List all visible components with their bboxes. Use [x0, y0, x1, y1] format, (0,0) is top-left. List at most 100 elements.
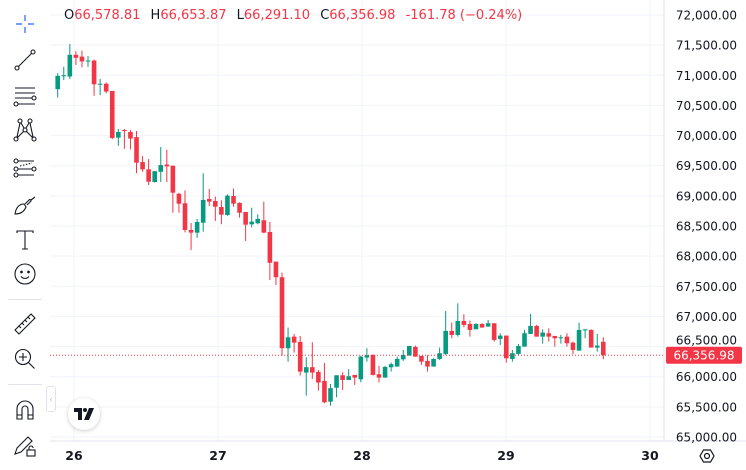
candle [358, 355, 364, 383]
candle-body [394, 358, 400, 367]
candle [497, 333, 503, 345]
candle [285, 327, 291, 362]
candle-body [188, 229, 194, 233]
candle [594, 333, 600, 352]
candle [491, 323, 497, 342]
candle [85, 55, 91, 67]
open-label: O [64, 8, 75, 23]
candle-body [237, 202, 242, 213]
candle [200, 173, 206, 232]
low-label: L [236, 8, 244, 23]
ohlc-legend: O66,578.81 H66,653.87 L66,291.10 C66,356… [64, 8, 528, 23]
candle-body [558, 337, 564, 339]
candle-body [516, 345, 521, 354]
candle-body [352, 374, 358, 378]
pattern-tool[interactable] [9, 115, 41, 145]
price-tick-label: 71,500.00 [676, 39, 737, 53]
candle-body [400, 354, 406, 360]
candle-body [67, 54, 73, 77]
candle [97, 78, 103, 96]
trend-line-tool[interactable] [9, 45, 41, 75]
price-axis[interactable]: 72,000.00 71,500.00 71,000.00 70,500.00 70,0… [676, 9, 737, 445]
candle [158, 147, 164, 182]
brush-tool[interactable] [9, 190, 41, 220]
candle-body [97, 83, 103, 85]
lock-drawings-icon [14, 436, 36, 457]
candle [146, 159, 151, 186]
magnet-tool[interactable] [9, 395, 41, 425]
candle-body [570, 342, 576, 350]
candle [407, 345, 412, 356]
text-tool[interactable] [9, 225, 41, 255]
candle [109, 90, 115, 140]
candle-body [316, 371, 321, 383]
candle [576, 322, 582, 351]
candle [570, 341, 576, 355]
candle [394, 356, 400, 367]
last-price-badge: 66,356.98 [666, 346, 742, 364]
candle-body [419, 355, 424, 362]
brush-icon [14, 196, 36, 215]
collapse-toolbar-button[interactable]: ‹ [46, 386, 56, 412]
candle [219, 200, 224, 225]
candle [103, 82, 109, 94]
projection-tool[interactable] [9, 154, 41, 184]
candle [303, 357, 309, 396]
lock-drawings-tool[interactable] [9, 431, 41, 461]
gear-hexagon-icon[interactable] [699, 449, 715, 463]
candle-body [582, 329, 588, 331]
candle-body [449, 330, 455, 335]
toolbar-divider [8, 384, 42, 385]
candle-body [297, 341, 303, 372]
candle [237, 202, 242, 218]
tradingview-logo[interactable] [68, 398, 100, 430]
date-tick-label: 29 [497, 448, 514, 463]
change-value: -161.78 (−0.24%) [405, 8, 523, 23]
candle [370, 354, 376, 376]
candle [279, 272, 285, 356]
date-tick-label: 28 [353, 448, 370, 463]
candle-body [219, 207, 224, 215]
emoji-tool[interactable] [9, 259, 41, 289]
candle [73, 51, 79, 66]
candle [540, 329, 545, 344]
candle-body [552, 335, 558, 339]
candle [140, 156, 145, 172]
candle-body [340, 375, 345, 380]
candle-body [473, 323, 479, 330]
candle [419, 355, 424, 365]
candle [334, 375, 339, 398]
candle [564, 333, 570, 347]
candle-body [479, 323, 485, 328]
candle [79, 50, 85, 68]
candle-body [504, 335, 509, 359]
candle-body [564, 336, 570, 344]
candle-body [73, 54, 79, 58]
time-axis[interactable]: 26 27 28 29 30 [65, 448, 659, 463]
crosshair-tool[interactable] [9, 9, 41, 39]
drawing-toolbar: ‹ [0, 0, 56, 470]
candle [182, 190, 188, 233]
candle-body [225, 195, 230, 215]
trend-line-icon [14, 49, 36, 71]
candle [116, 128, 121, 146]
candle [552, 335, 558, 347]
candle [176, 192, 182, 213]
price-tick-label: 72,000.00 [676, 9, 737, 23]
candle [346, 369, 351, 380]
candle-body [231, 195, 236, 204]
measure-tool[interactable] [9, 309, 41, 339]
candle [400, 349, 406, 361]
zoom-tool[interactable] [9, 344, 41, 374]
chevron-left-icon: ‹ [49, 394, 53, 404]
candle [425, 355, 430, 372]
candle [134, 130, 139, 174]
price-tick-label: 67,500.00 [676, 280, 737, 294]
candle-body [164, 164, 170, 167]
candle [588, 329, 594, 348]
candle-body [170, 165, 176, 193]
fib-tool[interactable] [9, 81, 41, 111]
candle [352, 374, 358, 385]
candle [225, 194, 230, 216]
